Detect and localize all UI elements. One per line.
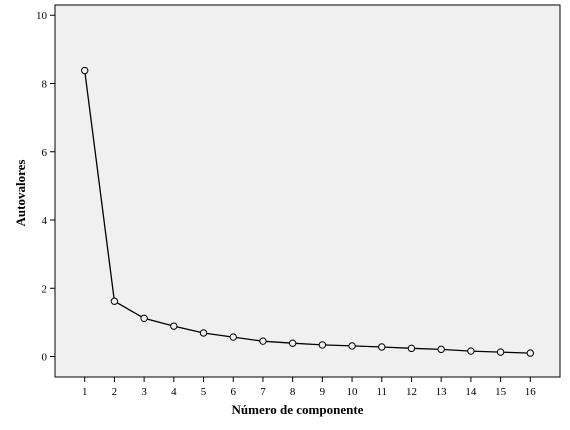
data-point — [81, 66, 89, 75]
data-point — [229, 333, 237, 341]
y-axis-title: Autovalores — [13, 160, 28, 227]
data-points — [81, 66, 534, 357]
data-point — [259, 337, 267, 345]
x-tick-label: 9 — [320, 386, 326, 398]
data-point — [467, 347, 475, 355]
x-tick-label: 3 — [141, 386, 147, 398]
data-point — [496, 348, 505, 356]
x-tick-label: 2 — [112, 386, 118, 398]
x-axis-title: Número de componente — [232, 402, 364, 417]
x-tick-label: 10 — [347, 386, 359, 398]
data-point — [437, 345, 445, 354]
data-point — [170, 322, 178, 330]
x-tick-label: 1 — [82, 386, 88, 398]
y-tick-label: 4 — [42, 215, 48, 227]
x-tick-label: 15 — [495, 386, 507, 398]
y-tick-label: 10 — [36, 10, 48, 22]
data-point — [526, 349, 534, 357]
x-tick-label: 4 — [171, 386, 177, 398]
x-tick-label: 13 — [436, 386, 448, 398]
data-point — [288, 339, 297, 347]
x-tick-label: 12 — [406, 386, 417, 398]
y-tick-label: 2 — [42, 283, 48, 295]
x-tick-label: 7 — [260, 386, 266, 398]
y-tick-label: 0 — [42, 352, 48, 364]
x-tick-label: 16 — [525, 386, 537, 398]
data-point — [140, 314, 148, 322]
y-tick-label: 8 — [42, 78, 48, 90]
data-point — [378, 343, 386, 351]
data-point — [318, 341, 327, 349]
y-tick-label: 6 — [42, 147, 48, 159]
data-point — [199, 329, 208, 337]
series-line — [84, 70, 531, 354]
data-point — [407, 344, 416, 353]
x-tick-label: 5 — [201, 386, 207, 398]
x-tick-label: 6 — [230, 386, 236, 398]
plot-area — [54, 4, 561, 378]
x-tick-label: 11 — [376, 386, 387, 398]
x-tick-label: 8 — [290, 386, 296, 398]
data-point — [110, 297, 119, 305]
y-axis: 0 2 4 6 8 10 — [36, 10, 55, 364]
data-point — [348, 342, 356, 350]
x-tick-label: 14 — [465, 386, 477, 398]
x-axis: 1 2 3 4 5 6 7 8 9 10 11 12 13 14 15 16 — [82, 377, 536, 398]
